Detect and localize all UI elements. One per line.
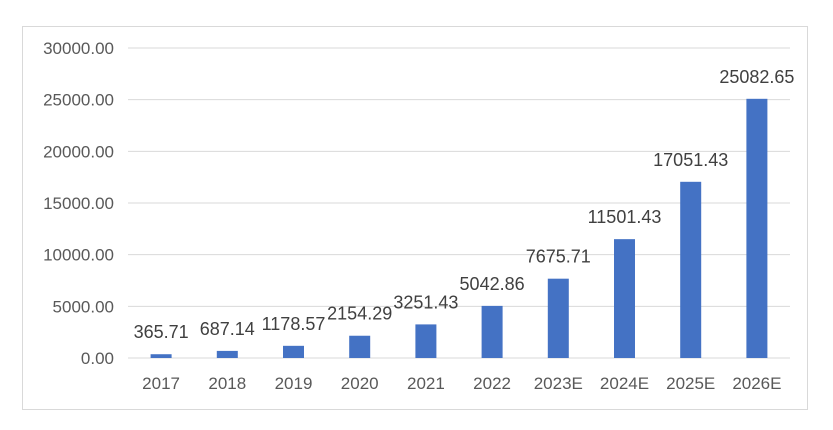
data-label-2017: 365.71 <box>134 322 189 342</box>
x-tick-label: 2022 <box>473 374 511 393</box>
y-tick-label: 15000.00 <box>43 194 114 213</box>
x-tick-label: 2024E <box>600 374 649 393</box>
x-tick-label: 2020 <box>341 374 379 393</box>
data-labels: 365.71 687.14 1178.572154.293251.435042.86… <box>134 67 795 342</box>
data-label-2023E: 7675.71 <box>526 247 591 267</box>
data-label-2019: 1178.57 <box>262 314 326 334</box>
bar-2017 <box>150 354 172 358</box>
bar-2022 <box>481 305 503 358</box>
y-tick-label: 25000.00 <box>43 91 114 110</box>
y-tick-label: 20000.00 <box>43 142 114 161</box>
bar-2020 <box>349 335 371 358</box>
x-tick-label: 2021 <box>407 374 445 393</box>
bar-2024E <box>614 239 635 358</box>
x-tick-label: 2018 <box>208 374 246 393</box>
y-tick-label: 0.00 <box>81 349 114 368</box>
bar-2018 <box>216 350 238 358</box>
y-tick-label: 30000.00 <box>43 39 114 58</box>
data-label-2024E: 11501.43 <box>588 207 662 227</box>
y-tick-label: 5000.00 <box>53 297 114 316</box>
bar-2026E <box>746 98 768 358</box>
gridlines <box>128 47 790 359</box>
data-label-2020: 2154.29 <box>327 304 392 324</box>
bar-2025E <box>680 181 702 358</box>
data-label-2021: 3251.43 <box>393 292 458 312</box>
x-axis-ticks: 2017 2018 2019 2020 2021 2022 2023E 2024E 2025E 2… <box>142 374 781 393</box>
x-tick-label: 2023E <box>534 374 583 393</box>
data-label-2026E: 25082.65 <box>719 67 794 87</box>
x-tick-label: 2017 <box>142 374 180 393</box>
y-axis-ticks: 0.00 5000.00 10000.00 15000.00 20000.00 25000… <box>43 39 114 368</box>
data-label-2018: 687.14 <box>200 319 255 339</box>
x-tick-label: 2019 <box>275 374 313 393</box>
x-tick-label: 2025E <box>666 374 715 393</box>
bar-2023E <box>547 278 569 358</box>
data-label-2025E: 17051.43 <box>653 150 728 170</box>
bar-2021 <box>415 324 437 358</box>
y-tick-label: 10000.00 <box>43 246 114 265</box>
x-tick-label: 2026E <box>732 374 781 393</box>
data-label-2022: 5042.86 <box>460 274 525 294</box>
bars <box>150 98 768 358</box>
bar-2019 <box>283 345 304 358</box>
chart-frame <box>22 26 808 410</box>
